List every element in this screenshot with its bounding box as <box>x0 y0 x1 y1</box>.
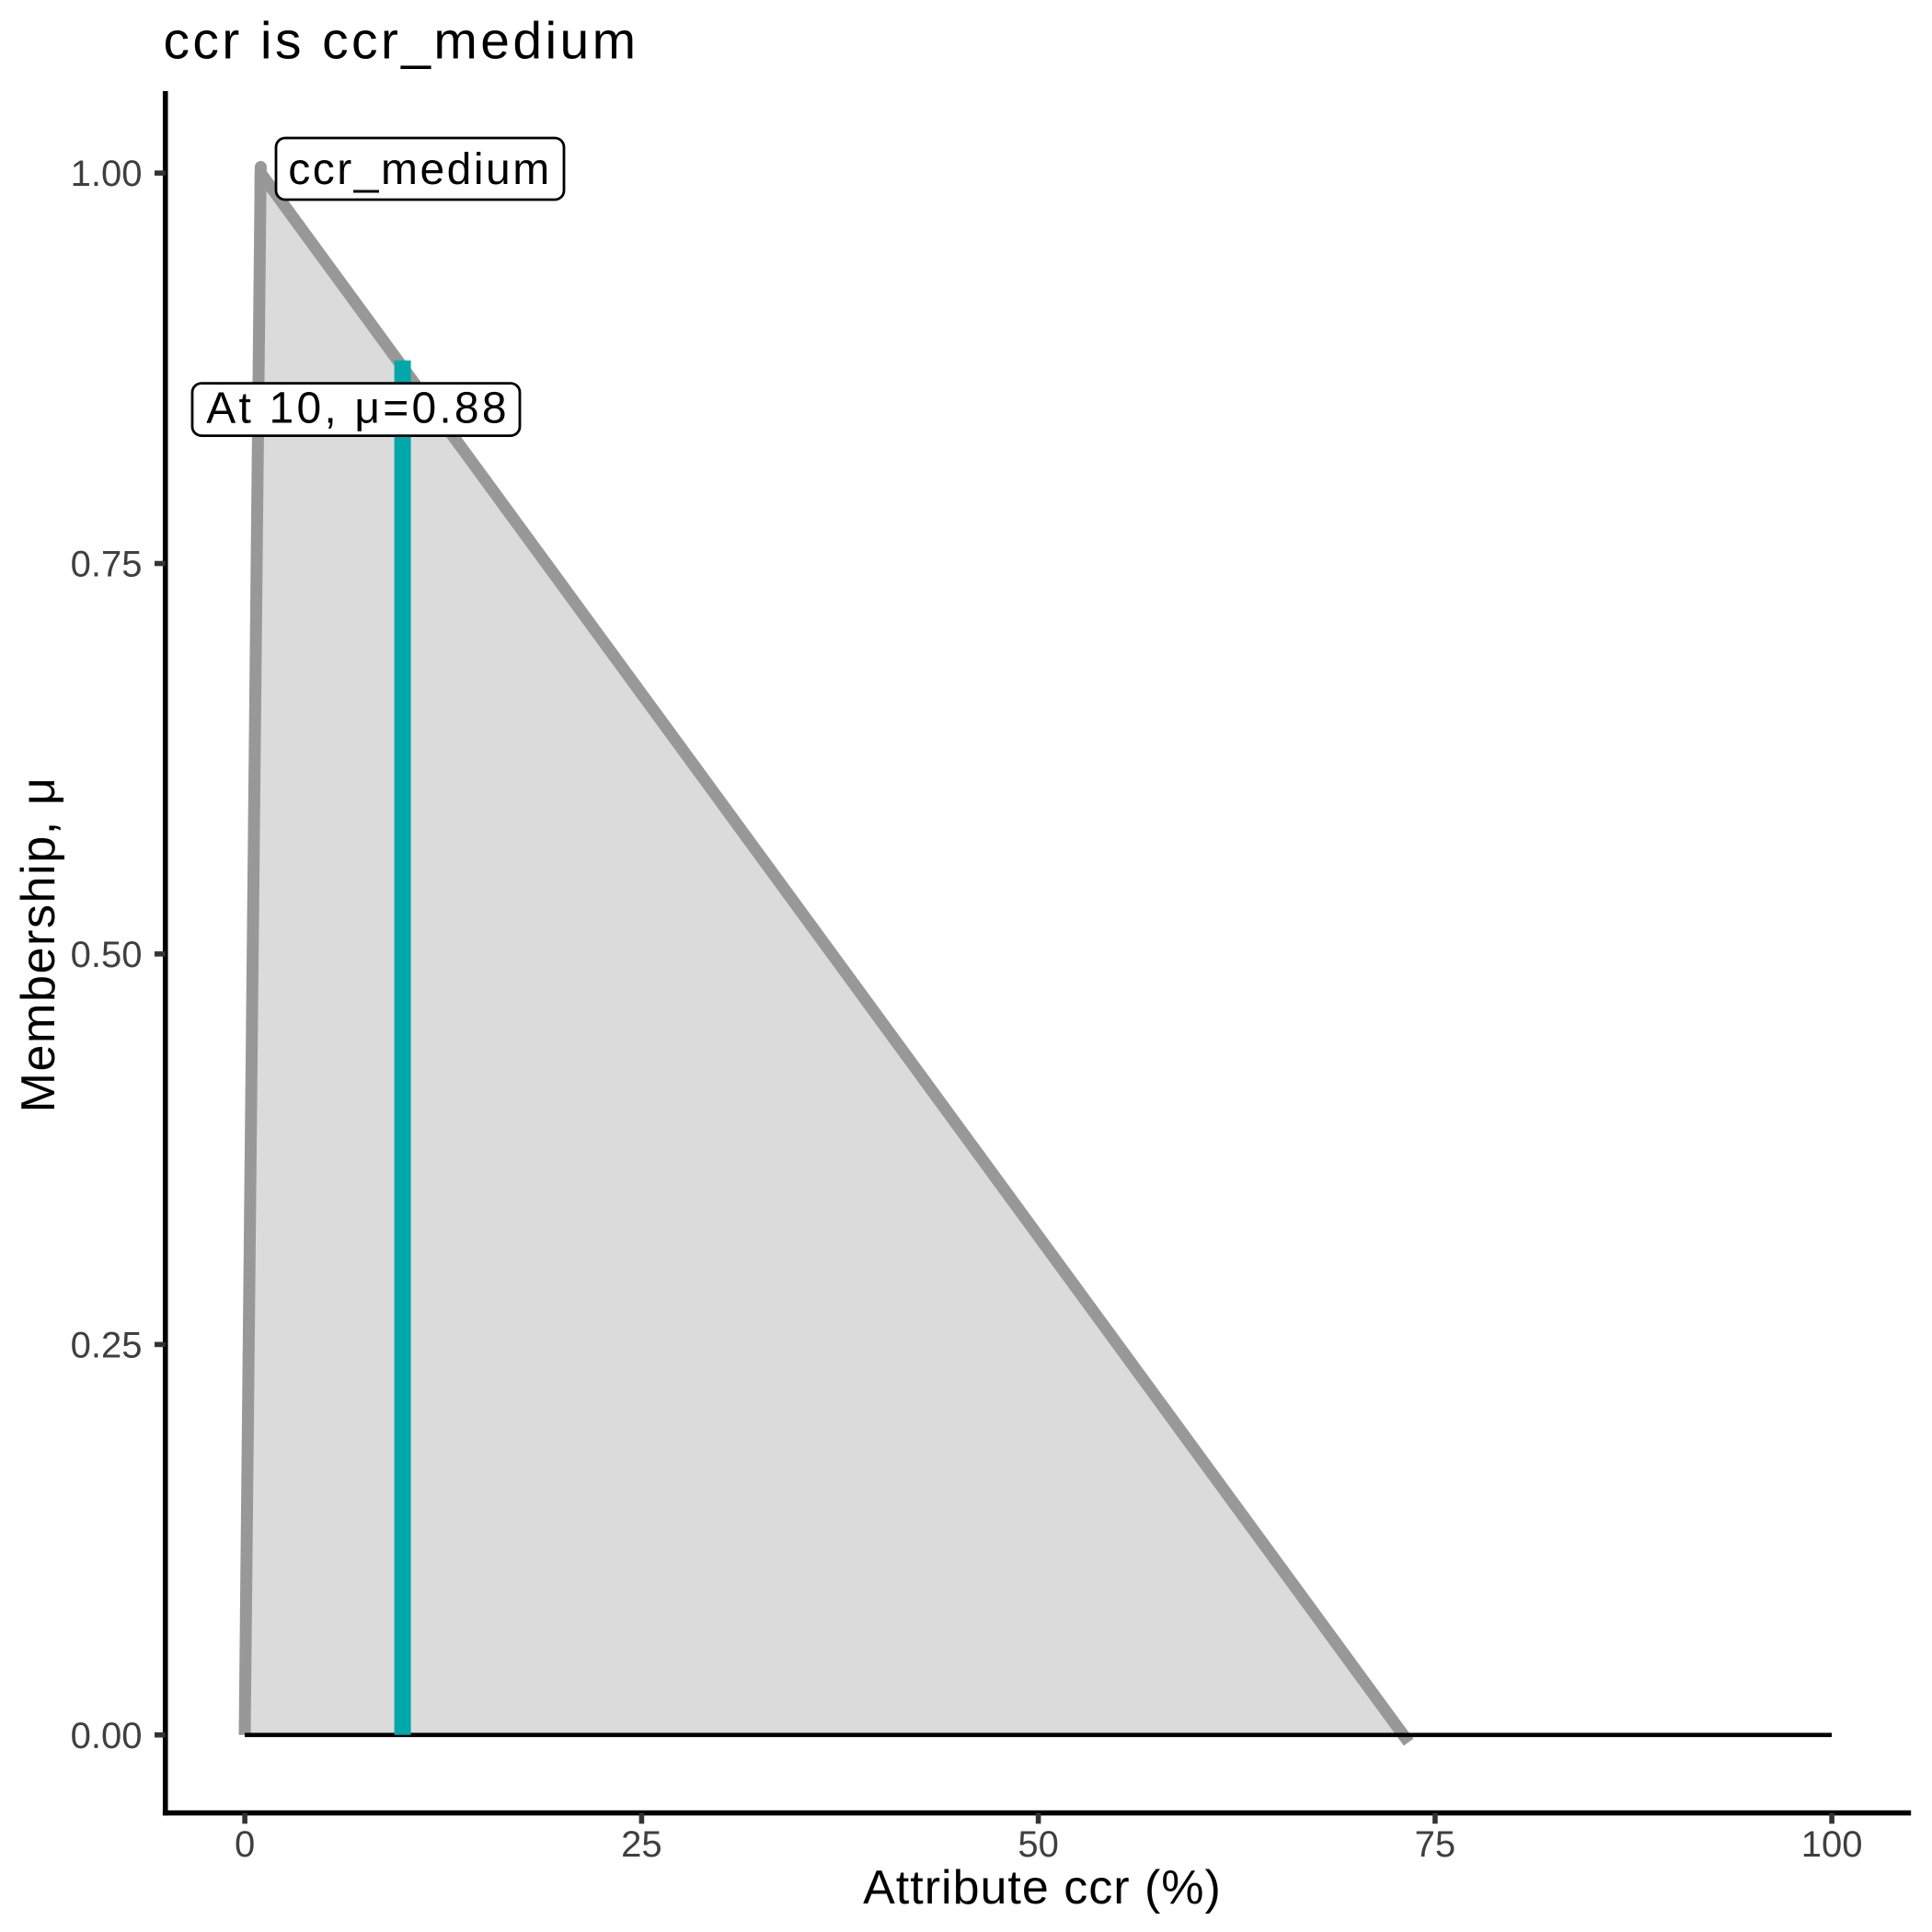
svg-text:1.00: 1.00 <box>71 154 143 194</box>
svg-text:0.75: 0.75 <box>71 545 143 585</box>
svg-text:50: 50 <box>1018 1824 1059 1865</box>
svg-text:0.25: 0.25 <box>71 1325 143 1365</box>
svg-text:0.50: 0.50 <box>71 935 143 975</box>
svg-text:0.00: 0.00 <box>71 1716 143 1756</box>
svg-text:75: 75 <box>1415 1824 1456 1865</box>
svg-text:100: 100 <box>1801 1824 1863 1865</box>
svg-text:Membership, μ: Membership, μ <box>12 776 65 1113</box>
svg-text:Attribute ccr (%): Attribute ccr (%) <box>863 1861 1222 1915</box>
svg-text:0: 0 <box>235 1824 255 1865</box>
svg-text:25: 25 <box>621 1824 662 1865</box>
svg-text:At 10, μ=0.88: At 10, μ=0.88 <box>206 384 509 432</box>
svg-text:ccr is ccr_medium: ccr is ccr_medium <box>164 12 639 71</box>
svg-text:ccr_medium: ccr_medium <box>288 145 551 194</box>
